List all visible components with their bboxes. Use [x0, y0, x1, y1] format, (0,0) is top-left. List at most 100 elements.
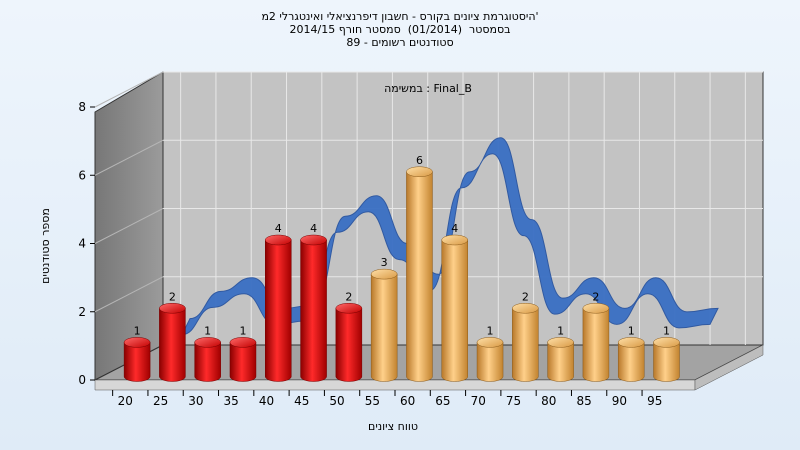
bar-cap [370, 268, 398, 280]
x-tick-label: 50 [329, 394, 344, 408]
bar-value-label: 2 [169, 290, 176, 303]
y-axis-ticks: 0 2 4 6 8 [78, 100, 95, 387]
bar-body [370, 273, 398, 382]
x-tick-label: 20 [118, 394, 133, 408]
bar-body [123, 342, 151, 382]
bar-value-label: 1 [134, 324, 141, 337]
bar-body [229, 342, 257, 382]
x-tick-label: 60 [400, 394, 415, 408]
bar [476, 337, 504, 382]
bar-cap [300, 234, 327, 246]
y-tick-label: 8 [78, 100, 86, 114]
x-tick-label: 70 [471, 394, 486, 408]
bar-value-label: 1 [557, 324, 564, 337]
bar-value-label: 2 [345, 290, 352, 303]
title-line-2: בסמסטר (01/2014) סמסטר חורף 2014/15 [289, 23, 511, 36]
bar [229, 337, 257, 382]
y-tick-label: 0 [78, 373, 86, 387]
bar [123, 337, 151, 382]
bar-value-label: 4 [310, 222, 317, 235]
bar-value-label: 2 [592, 290, 599, 303]
gridline-side [94, 208, 164, 244]
bar-cap [229, 337, 257, 348]
y-tick-label: 6 [78, 168, 86, 182]
x-tick-label: 90 [612, 394, 627, 408]
bar-body [547, 342, 574, 382]
bar [194, 337, 221, 382]
x-axis-ticks: 20 25 30 35 40 45 50 55 60 65 70 75 80 85 90 95 [112, 390, 662, 408]
bar-cap [335, 303, 363, 314]
bar-body [406, 171, 433, 382]
gridline-side [94, 71, 164, 108]
bar-body [617, 342, 645, 382]
bar-value-label: 1 [628, 324, 635, 337]
bar-body [476, 342, 504, 382]
gridline-side [94, 139, 164, 176]
x-tick-label: 80 [541, 394, 556, 408]
y-tick-label: 4 [78, 237, 86, 251]
bar-cap [159, 303, 186, 314]
x-tick-label: 45 [294, 394, 309, 408]
floor-front-edge [94, 379, 696, 391]
bar [547, 337, 574, 382]
x-tick-label: 40 [259, 394, 274, 408]
bar-value-label: 4 [451, 222, 458, 235]
bar-body [653, 342, 680, 382]
title-line-1: היסטוגרמת ציונים בקורס - חשבון דיפרנציאל… [261, 10, 539, 23]
bar [265, 234, 292, 382]
x-tick-label: 25 [153, 394, 168, 408]
bar-body [582, 308, 610, 382]
bar-value-label: 4 [275, 222, 282, 235]
bar-value-label: 2 [522, 290, 529, 303]
bar [159, 303, 186, 382]
bar-cap [547, 337, 574, 348]
title-line-3: סטודנטים רשומים - 89 [346, 36, 454, 49]
bar [617, 337, 645, 382]
bar-cap [512, 303, 539, 314]
y-axis-title: מספר סטודנטים [39, 208, 52, 284]
bar-value-label: 6 [416, 154, 423, 167]
bar-body [335, 308, 363, 382]
bar-body [265, 239, 292, 382]
bar [582, 303, 610, 382]
bar [441, 234, 468, 382]
bar [300, 234, 327, 382]
x-tick-label: 55 [365, 394, 380, 408]
bar-value-label: 1 [239, 324, 246, 337]
bar-body [194, 342, 221, 382]
bar-body [159, 308, 186, 382]
bar-cap [582, 303, 610, 314]
bar-cap [123, 337, 151, 348]
bar-value-label: 3 [381, 256, 388, 269]
bar [335, 303, 363, 382]
x-tick-label: 95 [647, 394, 662, 408]
floor-right-edge [694, 344, 764, 391]
bars [123, 166, 680, 382]
x-tick-label: 35 [224, 394, 239, 408]
bar [653, 337, 680, 382]
bar-cap [476, 337, 504, 348]
chart-title: היסטוגרמת ציונים בקורס - חשבון דיפרנציאל… [0, 10, 800, 49]
x-tick-label: 75 [506, 394, 521, 408]
x-tick-label: 85 [576, 394, 591, 408]
bar-value-label: 1 [487, 324, 494, 337]
bar [406, 166, 433, 382]
gridline-side [94, 276, 164, 313]
bar-cap [406, 166, 433, 177]
bar-body [441, 239, 468, 382]
bar-body [512, 308, 539, 382]
annotation: במשימה : Final_B [384, 82, 472, 95]
x-axis-title: טווח ציונים [368, 420, 418, 433]
bar [512, 303, 539, 382]
bar-value-label: 1 [204, 324, 211, 337]
bar-body [300, 239, 327, 382]
bar-cap [617, 337, 645, 348]
bar-cap [265, 234, 292, 246]
x-tick-label: 65 [435, 394, 450, 408]
bar-value-label: 1 [663, 324, 670, 337]
bar-cap [441, 234, 468, 246]
data-labels: 1 2 1 1 4 4 2 3 6 4 1 2 1 2 1 1 [134, 154, 670, 338]
bar [370, 268, 398, 382]
